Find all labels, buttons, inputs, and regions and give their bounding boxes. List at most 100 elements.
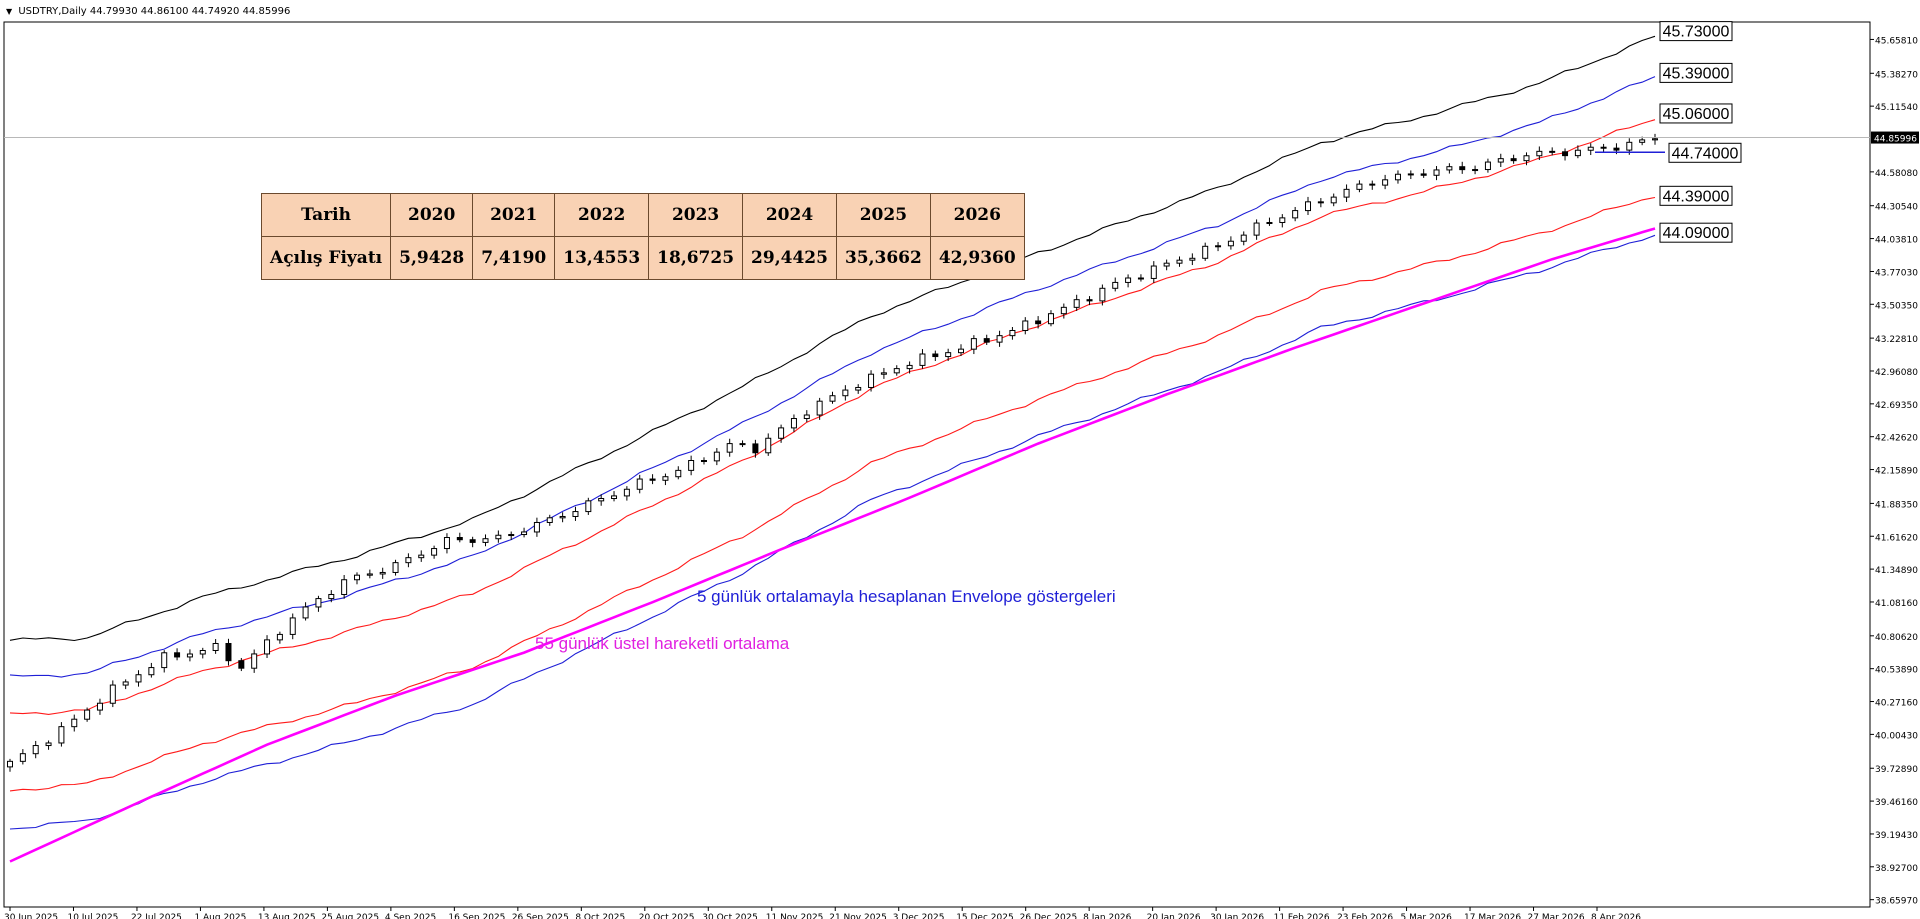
y-tick-label: 43.50350 xyxy=(1875,301,1918,311)
candle-body xyxy=(353,574,360,581)
candle-body xyxy=(816,400,823,416)
candle-body xyxy=(1035,320,1042,325)
candle-body xyxy=(199,649,206,655)
candle-body xyxy=(1459,166,1466,171)
candle-body xyxy=(276,633,283,641)
candle-body xyxy=(456,537,463,541)
x-tick-label: 20 Jan 2026 xyxy=(1147,913,1201,919)
candle-body xyxy=(1305,201,1312,212)
candle-body xyxy=(482,538,489,543)
candle-body xyxy=(379,571,386,575)
level-label-box xyxy=(1659,21,1733,42)
x-tick-label: 17 Mar 2026 xyxy=(1464,913,1521,919)
candle-body xyxy=(1202,245,1209,259)
candle-body xyxy=(1022,320,1029,331)
price-row: Açılış Fiyatı 5,9428 7,4190 13,4553 18,6… xyxy=(260,236,1025,280)
candle-body xyxy=(1125,277,1132,283)
candle-body xyxy=(32,745,39,755)
candle-body xyxy=(906,364,913,370)
symbol-label: USDTRY,Daily xyxy=(18,6,87,17)
candle-body xyxy=(1227,240,1234,247)
y-tick-label: 43.22810 xyxy=(1875,335,1918,345)
candle-body xyxy=(533,521,540,533)
current-price-tag xyxy=(1871,131,1919,144)
candle-body xyxy=(1562,151,1569,157)
candle-body xyxy=(328,593,335,600)
candle-body xyxy=(700,460,707,463)
candle-body xyxy=(970,338,977,350)
x-tick-label: 8 Oct 2025 xyxy=(575,913,625,919)
table-cell: 29,4425 xyxy=(742,236,837,280)
x-tick-label: 15 Dec 2025 xyxy=(956,913,1014,919)
candle-body xyxy=(405,557,412,564)
y-tick-label: 40.27160 xyxy=(1875,699,1918,709)
x-axis: 30 Jun 2025 10 Jul 2025 22 Jul 2025 1 Aug 2… xyxy=(4,907,1641,919)
candle-body xyxy=(1317,201,1324,204)
candle-body xyxy=(315,598,322,608)
candle-body xyxy=(1652,138,1658,141)
x-tick-label: 8 Jan 2026 xyxy=(1083,913,1131,919)
x-tick-label: 11 Feb 2026 xyxy=(1274,913,1330,919)
candle-body xyxy=(174,652,181,658)
candle-body xyxy=(7,760,13,768)
x-tick-label: 1 Aug 2025 xyxy=(194,913,246,919)
table-header-cell: 2024 xyxy=(742,193,837,237)
candle-body xyxy=(945,352,952,358)
y-axis: 45.65810 45.38270 45.11540 44.85996 44.58080… xyxy=(1870,36,1919,907)
candle-body xyxy=(1484,161,1491,171)
candle-body xyxy=(739,443,746,446)
y-tick-label: 41.34890 xyxy=(1875,566,1918,576)
candle-body xyxy=(688,460,695,471)
x-tick-label: 8 Apr 2026 xyxy=(1591,913,1641,919)
candle-body xyxy=(1292,210,1299,219)
candle-body xyxy=(868,373,875,388)
table-header-cell: 2021 xyxy=(472,193,556,237)
candle-body xyxy=(765,437,772,454)
x-tick-label: 11 Nov 2025 xyxy=(766,913,824,919)
y-tick-label: 43.77030 xyxy=(1875,268,1918,278)
opening-price-table: Tarih 2020 2021 2022 2023 2024 2025 2026… xyxy=(260,193,1025,280)
y-tick-label: 42.69350 xyxy=(1875,401,1918,411)
y-tick-label: 40.80620 xyxy=(1875,633,1918,643)
candle-body xyxy=(726,443,733,453)
candle-body xyxy=(1189,257,1196,261)
x-tick-label: 13 Aug 2025 xyxy=(258,913,316,919)
table-cell: 42,9360 xyxy=(929,236,1025,280)
y-tick-label: 39.19430 xyxy=(1875,831,1918,841)
level-label: 44.09000 xyxy=(1663,225,1730,242)
y-tick-label: 41.61620 xyxy=(1875,533,1918,543)
candle-body xyxy=(1330,196,1337,204)
candle-body xyxy=(84,709,91,720)
candle-body xyxy=(829,395,836,402)
candle-body xyxy=(598,498,605,502)
candle-body xyxy=(431,548,438,556)
level-label: 44.74000 xyxy=(1672,145,1739,162)
y-tick-label: 45.65810 xyxy=(1875,36,1918,46)
plot-frame xyxy=(3,21,1871,908)
candle-body xyxy=(880,372,887,375)
candle-body xyxy=(932,353,939,358)
x-tick-label: 23 Feb 2026 xyxy=(1337,913,1393,919)
level-label-box xyxy=(1659,62,1733,83)
candle-body xyxy=(1150,265,1157,279)
candle-body xyxy=(96,702,103,711)
candle-body xyxy=(636,478,643,490)
table-cell: 5,9428 xyxy=(390,236,474,280)
candle-body xyxy=(289,617,296,635)
x-tick-label: 26 Sep 2025 xyxy=(512,913,569,919)
candle-body xyxy=(264,639,271,655)
candle-body xyxy=(983,338,990,343)
candle-body xyxy=(1523,155,1530,162)
candle-body xyxy=(109,684,116,704)
candle-body xyxy=(225,642,232,662)
candle-body xyxy=(1420,173,1427,176)
x-tick-label: 20 Oct 2025 xyxy=(639,913,695,919)
symbol-menu-icon[interactable]: ▼ xyxy=(6,7,13,16)
y-tick-label: 44.85996 xyxy=(1874,135,1917,145)
candle-body xyxy=(469,539,476,543)
level-label-box xyxy=(1659,185,1733,206)
candle-body xyxy=(1086,299,1093,302)
y-tick-label: 45.38270 xyxy=(1875,70,1918,80)
table-cell: 18,6725 xyxy=(648,236,744,280)
candle-body xyxy=(58,726,65,744)
